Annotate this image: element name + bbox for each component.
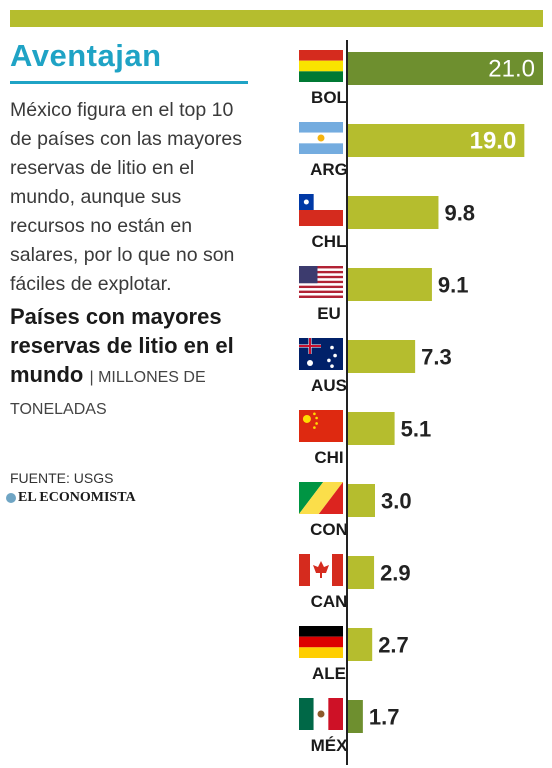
- category-label: ARG: [310, 160, 348, 179]
- bar-value-label: 3.0: [381, 489, 412, 514]
- top-accent-bar: [10, 10, 543, 27]
- headline-underline: [10, 81, 248, 84]
- bolivia-flag-icon: [299, 50, 343, 82]
- argentina-flag-icon: [299, 122, 343, 154]
- source-note: FUENTE: USGS: [10, 470, 114, 486]
- bar-value-label: 5.1: [401, 417, 432, 442]
- bar-value-label: 9.8: [444, 201, 475, 226]
- category-label: ALE: [312, 664, 346, 683]
- bar: [347, 484, 375, 517]
- chart-units: | MILLONES DE TONELADAS: [10, 369, 206, 418]
- bar: [347, 340, 416, 373]
- bar-value-label: 2.7: [378, 633, 409, 658]
- bar-value-label: 19.0: [470, 128, 517, 155]
- china-flag-icon: [299, 410, 343, 442]
- brand-logo: EL ECONOMISTA: [6, 490, 136, 506]
- chart-title-block: Países con mayores reservas de litio en …: [10, 302, 250, 424]
- brand-name: EL ECONOMISTA: [18, 490, 136, 505]
- canada-flag-icon: [299, 554, 343, 586]
- mexico-flag-icon: [299, 698, 343, 730]
- headline: Aventajan: [10, 38, 162, 73]
- category-label: CAN: [311, 592, 348, 611]
- category-label: MÉX: [311, 736, 349, 755]
- bar: [347, 628, 373, 661]
- bar-value-label: 9.1: [438, 273, 469, 298]
- intro-text: México figura en el top 10 de países con…: [10, 99, 242, 295]
- bar: [347, 556, 375, 589]
- bar-value-label: 7.3: [421, 345, 452, 370]
- bar-value-label: 1.7: [369, 705, 400, 730]
- bar-value-label: 2.9: [380, 561, 411, 586]
- category-label: AUS: [311, 376, 347, 395]
- brand-icon: [6, 493, 16, 503]
- bar: [347, 412, 395, 445]
- usa-flag-icon: [299, 266, 343, 298]
- bar: [347, 700, 363, 733]
- category-label: BOL: [311, 88, 347, 107]
- category-label: EU: [317, 304, 341, 323]
- bar: [347, 52, 543, 85]
- germany-flag-icon: [299, 626, 343, 658]
- category-label: CHL: [312, 232, 347, 251]
- chart-title: Países con mayores reservas de litio en …: [10, 304, 234, 387]
- category-label: CON: [310, 520, 348, 539]
- congo-flag-icon: [299, 482, 343, 514]
- category-label: CHI: [314, 448, 343, 467]
- chile-flag-icon: [299, 194, 343, 226]
- bar-value-label: 21.0: [488, 56, 535, 83]
- bar: [347, 268, 432, 301]
- bar: [347, 124, 525, 157]
- bar: [347, 196, 439, 229]
- chart-units-text: MILLONES DE TONELADAS: [10, 369, 206, 418]
- australia-flag-icon: [299, 338, 343, 370]
